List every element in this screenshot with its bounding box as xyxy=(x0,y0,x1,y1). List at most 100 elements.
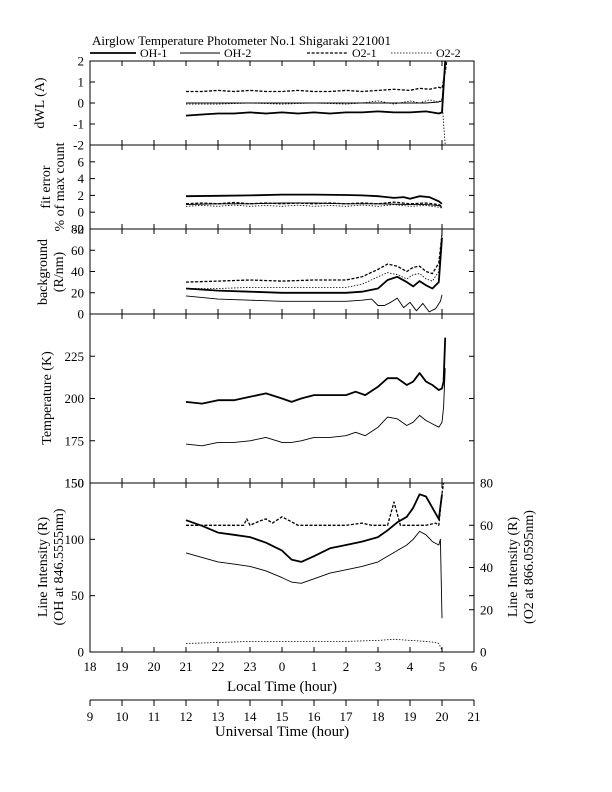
series-line-fit-oh-2 xyxy=(185,202,443,208)
xtick-local-label-22: 22 xyxy=(212,659,225,674)
ytick-label-dwl-2: -2 xyxy=(73,138,84,153)
ytick-label-temp-175: 175 xyxy=(65,433,85,448)
xtick-ut-label-21: 21 xyxy=(468,709,481,724)
panel-fit-yticks: -2 0 2 4 6 xyxy=(73,145,475,237)
ytick-label-fit-6: 6 xyxy=(78,154,85,169)
legend-label-oh-1: OH-1 xyxy=(140,46,167,60)
ytick-label-dwl-0: 0 xyxy=(78,96,85,111)
panel-intensity-ylabel-right: Line Intensity (R) xyxy=(506,517,521,618)
ytick-label-intensity-0: 0 xyxy=(78,645,85,660)
ytick-label-intensity-100: 100 xyxy=(65,532,85,547)
ytick-label-temp-200: 200 xyxy=(65,391,85,406)
legend-label-o2-1: O2-1 xyxy=(352,46,377,60)
ytick-label-intensity-50: 50 xyxy=(71,588,84,603)
ytick-label-bg-20: 20 xyxy=(71,285,84,300)
series-line-bg-oh-2 xyxy=(185,294,443,313)
series-line-fit-oh-1 xyxy=(185,193,443,205)
panel-dwl-series xyxy=(185,60,448,146)
xtick-local-label-25: 1 xyxy=(311,659,318,674)
panel-fit-ylabel2: % of max count xyxy=(53,142,68,231)
panel-dwl: -2 -1 0 1 2 dWL (A) xyxy=(33,54,475,153)
xtick-ut-label-20: 20 xyxy=(436,709,449,724)
ytick-label-fit-2: -2 xyxy=(73,222,84,237)
panel-bg: 0 20 40 60 80 background (R/nm) xyxy=(36,222,475,322)
ytick-label-dwl-1: -1 xyxy=(73,117,84,132)
series-line-dwl-oh-1 xyxy=(185,60,447,117)
series-line-dwl-o2-2 xyxy=(186,98,446,146)
ytick-label-temp-225: 225 xyxy=(65,349,85,364)
xtick-ut-label-14: 14 xyxy=(244,709,258,724)
ytick-label-bg-80: 80 xyxy=(71,222,84,237)
series-line-bg-o2-2 xyxy=(186,231,443,289)
ytick-label-dwl-1: 1 xyxy=(78,75,85,90)
panel-fit-ylabel: fit error xyxy=(39,165,54,208)
ytick-label-fit-0: 0 xyxy=(78,205,85,220)
xtick-ut-label-16: 16 xyxy=(308,709,322,724)
legend-label-oh-2: OH-2 xyxy=(224,46,251,60)
x-axis-ut: 9 10 11 12 13 14 15 16 17 18 19 20 21 Universal Time… xyxy=(87,699,481,740)
xtick-local-label-23: 23 xyxy=(244,659,257,674)
x-axis-ut-label: Universal Time (hour) xyxy=(215,724,349,740)
ytick-right-label-60: 60 xyxy=(480,518,493,533)
series-line-temp-oh-1 xyxy=(185,337,447,405)
panel-bg-yticks: 0 20 40 60 80 xyxy=(71,222,475,322)
series-line-dwl-oh-2 xyxy=(186,60,446,104)
legend-label-o2-2: O2-2 xyxy=(436,46,461,60)
panel-dwl-ylabel: dWL (A) xyxy=(33,77,48,129)
xtick-local-label-24: 0 xyxy=(279,659,286,674)
xtick-local-label-19: 19 xyxy=(116,659,129,674)
xtick-local-label-26: 2 xyxy=(343,659,350,674)
legend: OH-1 OH-2 O2-1 O2-2 xyxy=(90,46,461,60)
x-axis-ut-ticks: 9 10 11 12 13 14 15 16 17 18 19 20 21 xyxy=(87,700,481,724)
panel-fit: -2 0 2 4 6 fit error % of max count xyxy=(39,142,475,237)
chart-title: Airglow Temperature Photometer No.1 Shig… xyxy=(92,33,391,48)
panel-intensity-ylabel-right2: (O2 at 866.0595nm) xyxy=(522,510,537,624)
panel-intensity-ylabel2: (OH at 846.5555nm) xyxy=(52,508,67,625)
xtick-ut-label-15: 15 xyxy=(276,709,289,724)
ytick-label-temp-150: 150 xyxy=(65,476,85,491)
panel-intensity: 0 50 100 150 0 20 40 60 80 Line Intensity (R) (… xyxy=(36,476,537,660)
ytick-label-intensity-150: 150 xyxy=(65,476,85,491)
xtick-ut-label-12: 12 xyxy=(180,709,193,724)
x-axis-local-label: Local Time (hour) xyxy=(227,679,337,695)
series-line-intensity-oh-2 xyxy=(185,530,443,619)
ytick-right-label-80: 80 xyxy=(480,476,493,491)
series-line-temp-oh-2 xyxy=(185,368,446,447)
x-axis-local-ticks: 18 19 20 21 22 23 0 1 2 3 4 5 6 xyxy=(84,659,478,674)
xtick-local-label-28: 4 xyxy=(407,659,414,674)
ytick-label-bg-0: 0 xyxy=(78,307,85,322)
xtick-local-label-30: 6 xyxy=(471,659,478,674)
xtick-ut-label-18: 18 xyxy=(372,709,385,724)
series-line-fit-o2-1 xyxy=(185,201,443,207)
panel-temp-series xyxy=(185,337,447,447)
panel-intensity-frame xyxy=(89,482,475,653)
panel-temp: 150 175 200 225 Temperature (K) xyxy=(40,313,475,491)
series-line-bg-oh-1 xyxy=(185,237,443,294)
panel-intensity-series xyxy=(185,482,445,651)
panel-intensity-yticks: 0 50 100 150 xyxy=(65,476,475,660)
panel-temp-ylabel: Temperature (K) xyxy=(40,351,55,445)
xtick-local-label-27: 3 xyxy=(375,659,382,674)
series-line-intensity-o2-2 xyxy=(185,638,443,651)
series-line-intensity-o2-1 xyxy=(186,482,445,526)
ytick-label-fit-2: 2 xyxy=(78,188,85,203)
xtick-local-label-18: 18 xyxy=(84,659,97,674)
xtick-local-label-21: 21 xyxy=(180,659,193,674)
panel-dwl-yticks: -2 -1 0 1 2 xyxy=(73,54,475,153)
xtick-ut-label-11: 11 xyxy=(148,709,161,724)
ytick-right-label-20: 20 xyxy=(480,602,493,617)
xtick-ut-label-13: 13 xyxy=(212,709,225,724)
panel-bg-series xyxy=(185,231,443,313)
series-line-bg-o2-1 xyxy=(185,234,443,283)
xtick-local-label-20: 20 xyxy=(148,659,161,674)
panel-temp-yticks: 150 175 200 225 xyxy=(65,314,475,491)
panel-bg-ylabel: background xyxy=(36,239,51,305)
panel-fit-series xyxy=(185,193,443,209)
ytick-label-bg-60: 60 xyxy=(71,243,84,258)
series-line-fit-o2-2 xyxy=(185,204,443,209)
xtick-ut-label-9: 9 xyxy=(87,709,94,724)
series-line-intensity-oh-1 xyxy=(185,493,443,563)
xtick-ut-label-10: 10 xyxy=(116,709,129,724)
ytick-label-fit-4: 4 xyxy=(78,171,85,186)
